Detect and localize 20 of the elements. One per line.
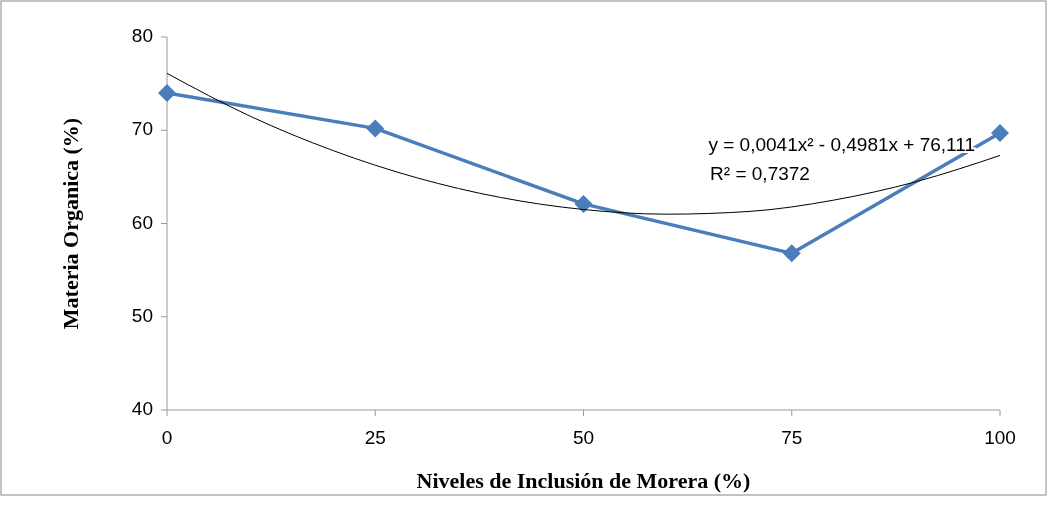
x-tick-label: 100	[984, 427, 1016, 448]
point	[366, 119, 385, 138]
y-tick-label: 70	[131, 118, 153, 140]
y-tick-label: 50	[131, 304, 153, 326]
line-series	[166, 72, 1001, 215]
x-axis-title: Niveles de Inclusión de Morera (%)	[416, 468, 751, 493]
annotation: y = 0,0041x² - 0,4981x + 76,111	[708, 134, 975, 155]
x-tick-label: 25	[364, 427, 386, 448]
point	[574, 194, 593, 213]
y-tick-label: 60	[131, 211, 153, 233]
point	[991, 124, 1009, 143]
x-tick-label: 75	[781, 427, 803, 448]
point	[782, 244, 801, 263]
y-tick-label: 80	[131, 25, 153, 47]
point	[158, 83, 176, 102]
x-tick-label: 0	[161, 427, 173, 448]
y-axis-title: Materia Organica (%)	[58, 117, 83, 330]
x-tick-label: 50	[572, 427, 595, 448]
annotation: R² = 0,7372	[710, 163, 810, 184]
y-tick-label: 40	[131, 398, 153, 420]
